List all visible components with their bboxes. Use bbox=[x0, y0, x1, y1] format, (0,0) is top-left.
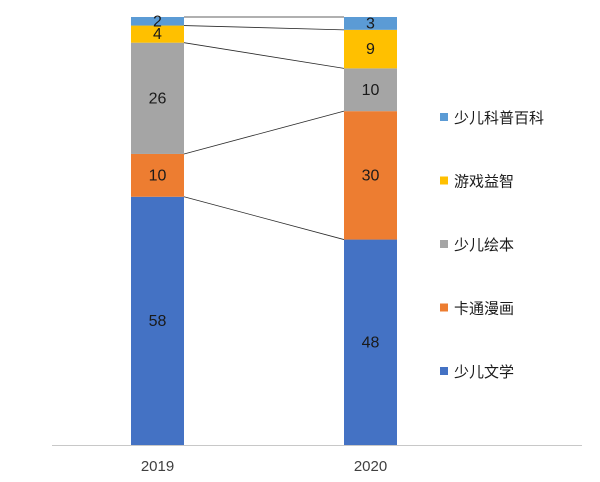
legend-label-series-3: 游戏益智 bbox=[454, 173, 514, 191]
data-label-2019-series-1: 10 bbox=[149, 167, 167, 184]
x-tick-label-2020: 2020 bbox=[354, 458, 387, 475]
connector-lines bbox=[183, 16, 345, 240]
bar-segment-2020-series-3 bbox=[344, 29, 397, 69]
bar-segment-2019-series-1 bbox=[131, 153, 184, 197]
connector-line-series-1 bbox=[183, 110, 345, 155]
legend-swatch-series-3 bbox=[440, 176, 448, 185]
legend-swatch-series-0 bbox=[440, 367, 448, 375]
connector-line-series-3 bbox=[183, 25, 345, 31]
data-label-2020-series-2: 10 bbox=[362, 82, 380, 99]
data-label-2020-series-1: 30 bbox=[362, 167, 380, 184]
legend-label-series-4: 少儿科普百科 bbox=[454, 109, 544, 127]
legend-swatch-series-1 bbox=[440, 303, 448, 312]
bar-stack-group bbox=[131, 17, 397, 445]
x-axis-tick-labels: 2019 2020 bbox=[141, 458, 387, 475]
legend-label-series-0: 少儿文学 bbox=[454, 363, 514, 381]
bar-segment-2020-series-2 bbox=[344, 68, 397, 112]
data-label-2020-series-3: 9 bbox=[366, 41, 375, 58]
legend-swatch-series-2 bbox=[440, 240, 448, 248]
legend-label-series-1: 卡通漫画 bbox=[454, 300, 514, 318]
connector-line-series-0 bbox=[183, 196, 345, 240]
data-label-2020-series-0: 48 bbox=[362, 334, 380, 351]
data-label-2019-series-2: 26 bbox=[149, 90, 167, 107]
bar-segment-2019-series-4 bbox=[131, 17, 184, 26]
data-label-2019-series-0: 58 bbox=[149, 313, 167, 330]
x-tick-label-2019: 2019 bbox=[141, 458, 174, 475]
legend-label-series-2: 少儿绘本 bbox=[454, 236, 514, 254]
data-label-2019-series-3: 4 bbox=[153, 26, 162, 43]
bar-segment-2019-series-2 bbox=[131, 42, 184, 154]
legend-swatch-series-4 bbox=[440, 113, 448, 121]
bar-segment-2019-series-3 bbox=[131, 25, 184, 43]
bar-segment-2020-series-1 bbox=[344, 111, 397, 240]
data-labels: 58 10 26 42 48 30 10 9 3 bbox=[149, 13, 380, 351]
bar-segment-2019-series-0 bbox=[131, 196, 184, 445]
bar-segment-2020-series-4 bbox=[344, 17, 397, 30]
connector-line-series-2 bbox=[183, 42, 345, 69]
bar-segment-2020-series-0 bbox=[344, 239, 397, 445]
data-label-2020-series-4: 3 bbox=[366, 15, 375, 32]
data-label-2019-series-4: 2 bbox=[153, 13, 162, 30]
